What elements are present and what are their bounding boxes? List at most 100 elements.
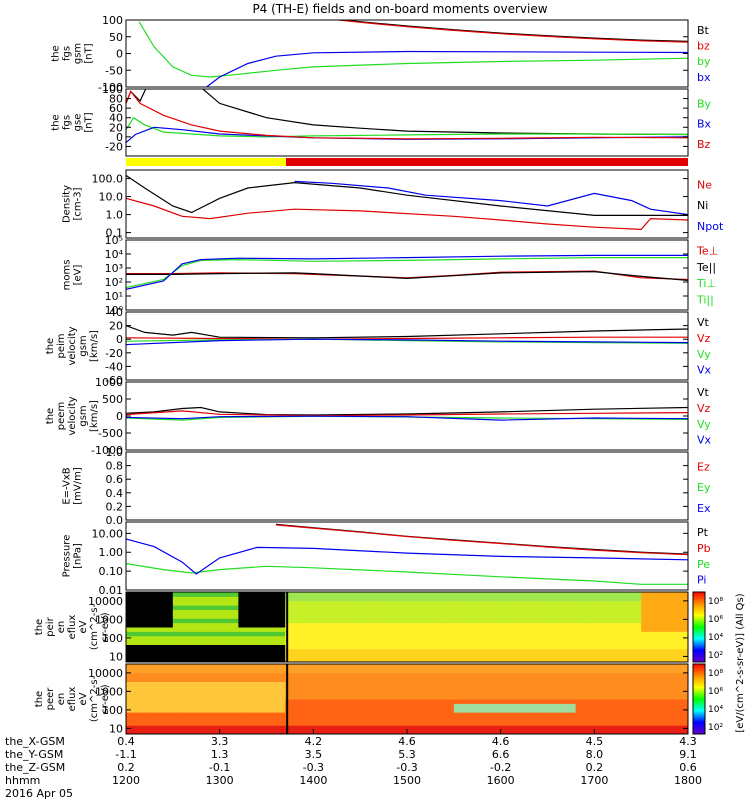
- legend-entry: by: [697, 55, 711, 68]
- x-tick-label: 4.6: [398, 735, 416, 748]
- series-fgs_gsm-1: [332, 20, 688, 43]
- panel-frame: [125, 451, 689, 521]
- series-peim_velocity-2: [126, 338, 688, 344]
- colorbar-tick: 10⁸: [708, 669, 723, 679]
- y-tick-label: 50: [109, 31, 123, 44]
- y-axis-label: Density[cm-3]: [62, 185, 84, 223]
- legend-entry: Ti⊥: [696, 277, 716, 290]
- legend-entry: Vy: [697, 348, 711, 361]
- panel-frame: [125, 239, 689, 311]
- legend-entry: Pt: [697, 526, 709, 539]
- x-tick-label: 1400: [299, 774, 327, 787]
- x-tick-label: -1.1: [115, 748, 136, 761]
- y-axis-label: thepeirenefluxeV(cm^2-s-sr-eV): [34, 603, 111, 650]
- y-tick-label: 20: [109, 320, 123, 333]
- x-tick-label: -0.3: [303, 761, 324, 774]
- y-tick-label: -50: [105, 64, 123, 77]
- y-tick-label: 0.1: [106, 227, 124, 240]
- x-tick-label: 0.2: [586, 761, 604, 774]
- colorbar-1: [692, 663, 706, 735]
- y-tick-label: -40: [105, 360, 123, 373]
- y-tick-label: 10.00: [92, 527, 124, 540]
- legend-entry: Vt: [697, 316, 710, 329]
- y-tick-label: 100.0: [92, 173, 124, 186]
- y-tick-label: 0.6: [106, 473, 124, 486]
- series-density-1: [126, 174, 688, 216]
- y-tick-label: 0.4: [106, 487, 124, 500]
- series-peim_velocity-3: [126, 338, 688, 346]
- series-peem_velocity-1: [126, 410, 688, 417]
- series-moms_temperature-3: [126, 254, 688, 290]
- panel-peir_en_eflux: 10000 1000 100 10thepeirenefluxeV(cm^2-s-sr…: [34, 591, 689, 663]
- y-tick-label: 10⁰: [105, 304, 124, 317]
- series-peim_velocity-1: [126, 336, 688, 340]
- x-tick-label: 1.3: [211, 748, 229, 761]
- x-tick-label: 4.3: [679, 735, 697, 748]
- y-tick-label: 0: [116, 333, 123, 346]
- y-tick-label: 10⁵: [105, 234, 123, 247]
- y-tick-label: 10000: [88, 667, 123, 680]
- x-row-label: the_Y-GSM: [5, 748, 63, 761]
- legend-entry: Ti||: [696, 293, 714, 306]
- y-tick-label: 1000: [95, 376, 123, 389]
- y-axis-label: thefgsgse[nT]: [51, 112, 95, 132]
- y-tick-label: 1.0: [106, 209, 124, 222]
- y-axis-label: moms[eV]: [62, 260, 84, 291]
- x-tick-label: 1300: [206, 774, 234, 787]
- panel-frame: [125, 591, 689, 663]
- legend-entry: Pe: [697, 558, 710, 571]
- x-tick-label: 1700: [580, 774, 608, 787]
- legend-entry: Vy: [697, 418, 711, 431]
- panel-density: 100.0 10.0 1.0 0.1 Density[cm-3] Ne Ni Npot: [62, 169, 724, 240]
- y-tick-label: 20: [109, 121, 123, 134]
- colorbar-tick: 10²: [708, 651, 723, 661]
- legend-entry: Pb: [697, 542, 711, 555]
- x-row-label: the_X-GSM: [5, 735, 65, 748]
- x-tick-label: -0.1: [209, 761, 230, 774]
- y-tick-label: 0.2: [106, 500, 124, 513]
- colorbar-0: [692, 591, 706, 663]
- y-axis-label: E=-VxB[mV/m]: [62, 467, 84, 505]
- series-pressure-3: [126, 538, 688, 575]
- series-fgs_gsm-0: [339, 20, 688, 42]
- y-tick-label: 10¹: [105, 290, 123, 303]
- y-tick-label: 0: [116, 131, 123, 144]
- y-tick-label: 10⁴: [105, 248, 124, 261]
- panel-peer_en_eflux: 10000 1000 100 10thepeerenefluxeV(cm^2-s-sr…: [34, 663, 689, 735]
- x-row-label: the_Z-GSM: [5, 761, 65, 774]
- x-tick-label: 4.2: [305, 735, 323, 748]
- legend-entry: Te⊥: [696, 245, 718, 258]
- y-tick-label: 500: [102, 393, 123, 406]
- colorbar-tick: 10⁴: [708, 705, 723, 715]
- panel-frame: [125, 521, 689, 591]
- x-tick-label: 9.1: [679, 748, 697, 761]
- colorbar-label: [eV/(cm^2-s-sr-eV)] (All Qs): [735, 593, 746, 732]
- y-tick-label: 1.00: [99, 546, 124, 559]
- panel-peem_velocity: 1000 500 0 -500 -1000 thepeemvelocitygsm[km/s…: [45, 376, 712, 457]
- y-tick-label: 10.0: [99, 191, 124, 204]
- y-tick-label: -60: [105, 374, 123, 387]
- colorbar-tick: 10⁶: [708, 687, 723, 697]
- x-tick-label: 3.5: [305, 748, 323, 761]
- x-tick-label: -0.2: [490, 761, 511, 774]
- y-tick-label: 1.0: [106, 446, 124, 459]
- y-tick-label: 100: [102, 14, 123, 27]
- x-tick-label: 0.6: [679, 761, 697, 774]
- y-tick-label: 1000: [95, 613, 123, 626]
- y-tick-label: 0.01: [99, 584, 124, 597]
- colorbar-tick: 10⁸: [708, 597, 723, 607]
- x-tick-label: 6.6: [492, 748, 510, 761]
- x-tick-label: 0.2: [117, 761, 135, 774]
- y-tick-label: 60: [109, 102, 123, 115]
- x-tick-label: 8.0: [586, 748, 604, 761]
- series-fgs_gse-0: [126, 89, 688, 136]
- x-tick-label: -0.3: [396, 761, 417, 774]
- legend-entry: Te||: [696, 261, 716, 274]
- legend-entry: Vx: [697, 364, 712, 377]
- series-moms_temperature-1: [126, 270, 688, 281]
- panel-frame: [125, 88, 689, 157]
- legend-entry: Ez: [697, 461, 710, 474]
